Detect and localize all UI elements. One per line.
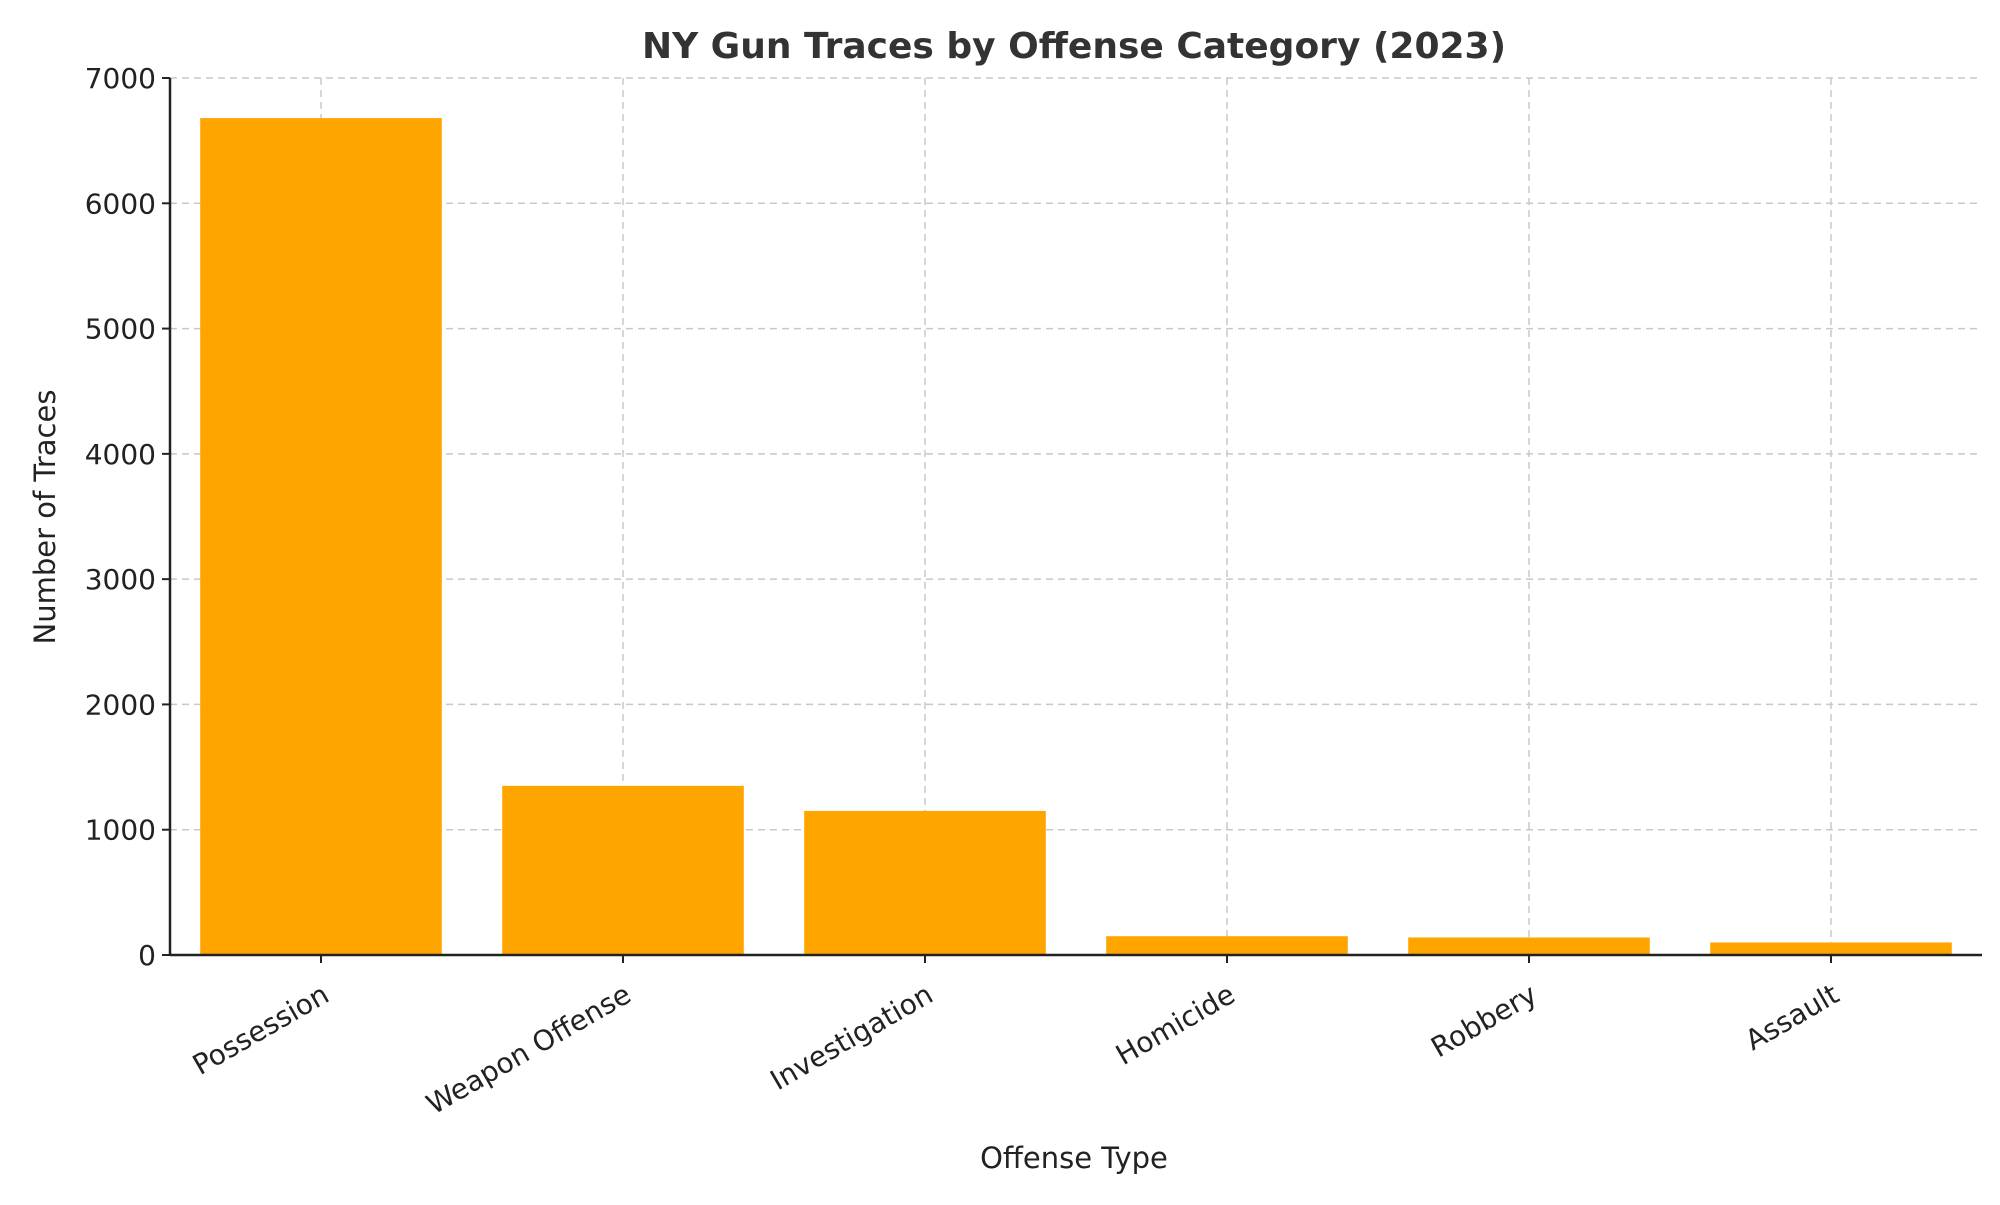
y-tick-label: 6000: [85, 187, 156, 220]
bars: [200, 118, 1952, 955]
bar-investigation: [804, 810, 1046, 955]
x-tick-label: Investigation: [765, 977, 939, 1096]
bar-assault: [1710, 942, 1952, 955]
chart-title: NY Gun Traces by Offense Category (2023): [642, 26, 1506, 67]
y-tick-label: 2000: [85, 688, 156, 721]
x-tick-label: Weapon Offense: [421, 977, 637, 1121]
bar-weapon-offense: [502, 785, 744, 955]
y-tick-label: 4000: [85, 438, 156, 471]
x-axis-label: Offense Type: [980, 1141, 1168, 1175]
axes: [168, 78, 1982, 957]
y-tick-label: 0: [138, 939, 156, 972]
y-tick-label: 1000: [85, 814, 156, 847]
y-tick-label: 7000: [85, 62, 156, 95]
x-tick-label: Assault: [1740, 977, 1845, 1057]
x-tick-label: Robbery: [1425, 977, 1542, 1064]
y-tick-label: 3000: [85, 563, 156, 596]
bar-possession: [200, 118, 442, 955]
x-tick-label: Homicide: [1110, 977, 1240, 1071]
bar-homicide: [1106, 936, 1348, 955]
y-axis-label: Number of Traces: [28, 390, 62, 645]
bar-robbery: [1408, 937, 1650, 955]
x-tick-label: Possession: [187, 977, 334, 1081]
y-tick-label: 5000: [85, 313, 156, 346]
